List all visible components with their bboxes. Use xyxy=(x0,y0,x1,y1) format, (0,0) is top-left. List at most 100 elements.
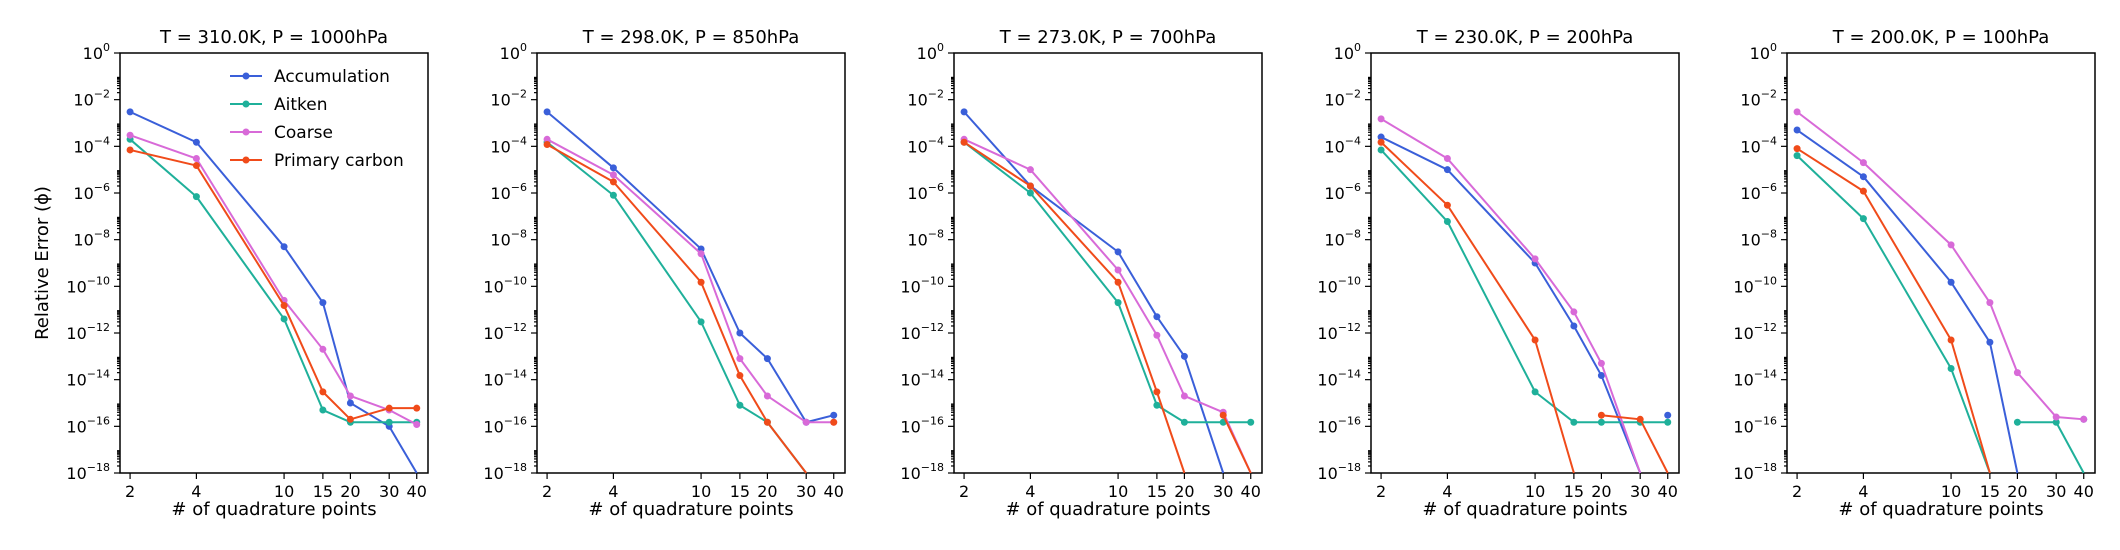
legend-entry: Accumulation xyxy=(274,67,390,87)
series-segment xyxy=(1862,190,1952,341)
series-segment xyxy=(350,395,390,411)
x-tick-label: 40 xyxy=(1241,482,1261,501)
legend-marker xyxy=(242,156,250,164)
legend-marker xyxy=(242,72,250,80)
series-segment xyxy=(739,375,769,423)
x-tick-label: 40 xyxy=(1658,482,1678,501)
data-point xyxy=(1664,411,1672,419)
x-axis-label: # of quadrature points xyxy=(171,499,376,520)
series-segment xyxy=(195,141,285,248)
series-primary-carbon xyxy=(1377,138,1669,474)
series-segment xyxy=(322,348,352,397)
series-segment xyxy=(195,165,285,307)
plot-frame xyxy=(536,52,846,474)
series-segment xyxy=(129,138,198,198)
series-coarse xyxy=(126,131,421,428)
x-tick-label: 20 xyxy=(2007,482,2027,501)
series-segment xyxy=(350,407,390,421)
x-tick-label: 2 xyxy=(1376,482,1386,501)
series-segment xyxy=(1156,316,1186,357)
series-segment xyxy=(1572,311,1603,364)
series-primary-carbon xyxy=(543,140,838,474)
series-segment xyxy=(129,134,197,160)
series-segment xyxy=(766,358,808,423)
series-segment xyxy=(1155,334,1186,397)
series-segment xyxy=(1446,168,1536,264)
x-axis-label: # of quadrature points xyxy=(1422,499,1627,520)
series-segment xyxy=(546,138,614,176)
series-segment xyxy=(1029,185,1119,283)
y-tick-label: 10−12 xyxy=(1733,321,1777,343)
y-axis-label: Relative Error (ϕ) xyxy=(32,186,53,340)
series-coarse xyxy=(1793,108,2088,423)
series-segment xyxy=(1446,157,1536,260)
series-primary-carbon xyxy=(126,146,421,423)
series-segment xyxy=(129,110,197,144)
y-tick-label: 10−14 xyxy=(1733,368,1777,390)
series-drop-segment xyxy=(1155,391,1186,474)
series-drop-segment xyxy=(388,425,418,474)
series-group xyxy=(1793,108,2088,474)
x-axis-label: # of quadrature points xyxy=(1005,499,1210,520)
y-tick-label: 100 xyxy=(1750,41,1777,63)
x-tick-label: 40 xyxy=(2074,482,2094,501)
series-segment xyxy=(1380,118,1448,160)
x-tick-label: 30 xyxy=(1630,482,1650,501)
legend-entry: Aitken xyxy=(274,95,328,115)
y-tick-label: 10−8 xyxy=(907,228,944,250)
series-segment xyxy=(612,174,702,255)
y-tick-label: 10−18 xyxy=(1733,461,1777,483)
data-point xyxy=(413,420,421,428)
panel-4: T = 230.0K, P = 200hPa 10−18 10−16 10−14 10−… xyxy=(1317,27,1680,520)
series-segment xyxy=(1601,414,1641,421)
y-tick-label: 10−16 xyxy=(1733,414,1777,436)
series-segment xyxy=(2056,416,2084,421)
x-tick-label: 4 xyxy=(608,482,618,501)
series-group xyxy=(1377,115,1672,474)
series-segment xyxy=(1446,221,1536,393)
series-drop-segment xyxy=(1639,418,1669,474)
y-tick-label: 10−18 xyxy=(900,461,944,483)
x-tick-label: 15 xyxy=(1147,482,1167,501)
plot-frame xyxy=(1786,52,2096,474)
legend: Accumulation Aitken Coarse Primary carbon xyxy=(230,67,404,171)
series-segment xyxy=(963,111,1032,187)
series-segment xyxy=(1534,258,1575,313)
series-segment xyxy=(1796,111,1865,164)
series-segment xyxy=(283,246,324,304)
y-tick-label: 100 xyxy=(83,41,110,63)
y-tick-label: 10−16 xyxy=(1317,414,1361,436)
x-tick-label: 4 xyxy=(1442,482,1452,501)
series-segment xyxy=(195,158,285,301)
series-drop-segment xyxy=(1183,356,1225,474)
series-aitken xyxy=(1377,146,1672,426)
data-point xyxy=(413,404,421,412)
series-primary-carbon xyxy=(1793,145,1991,474)
panel-2: T = 298.0K, P = 850hPa 10−18 10−16 10−14 10−… xyxy=(483,27,846,520)
data-point xyxy=(830,418,838,426)
series-accumulation xyxy=(1793,126,2088,474)
y-tick-label: 10−8 xyxy=(1324,228,1361,250)
x-tick-label: 40 xyxy=(824,482,844,501)
y-tick-label: 10−12 xyxy=(1317,321,1361,343)
series-drop-segment xyxy=(1222,414,1252,474)
series-segment xyxy=(739,332,769,360)
series-aitken xyxy=(1793,152,2085,474)
y-tick-label: 10−2 xyxy=(73,88,110,110)
series-accumulation xyxy=(960,108,1225,474)
y-tick-label: 10−16 xyxy=(483,414,527,436)
plot-frame xyxy=(953,52,1263,474)
series-segment xyxy=(1380,136,1448,171)
x-tick-label: 15 xyxy=(730,482,750,501)
x-tick-label: 4 xyxy=(1858,482,1868,501)
legend-entry: Primary carbon xyxy=(274,151,404,171)
series-segment xyxy=(2016,371,2057,418)
x-tick-label: 40 xyxy=(407,482,427,501)
series-segment xyxy=(1156,404,1185,424)
y-tick-label: 10−12 xyxy=(66,321,110,343)
series-segment xyxy=(1446,204,1536,341)
series-group xyxy=(543,108,838,474)
series-segment xyxy=(1862,176,1952,283)
series-segment xyxy=(1950,281,1991,343)
series-segment xyxy=(1380,149,1449,223)
